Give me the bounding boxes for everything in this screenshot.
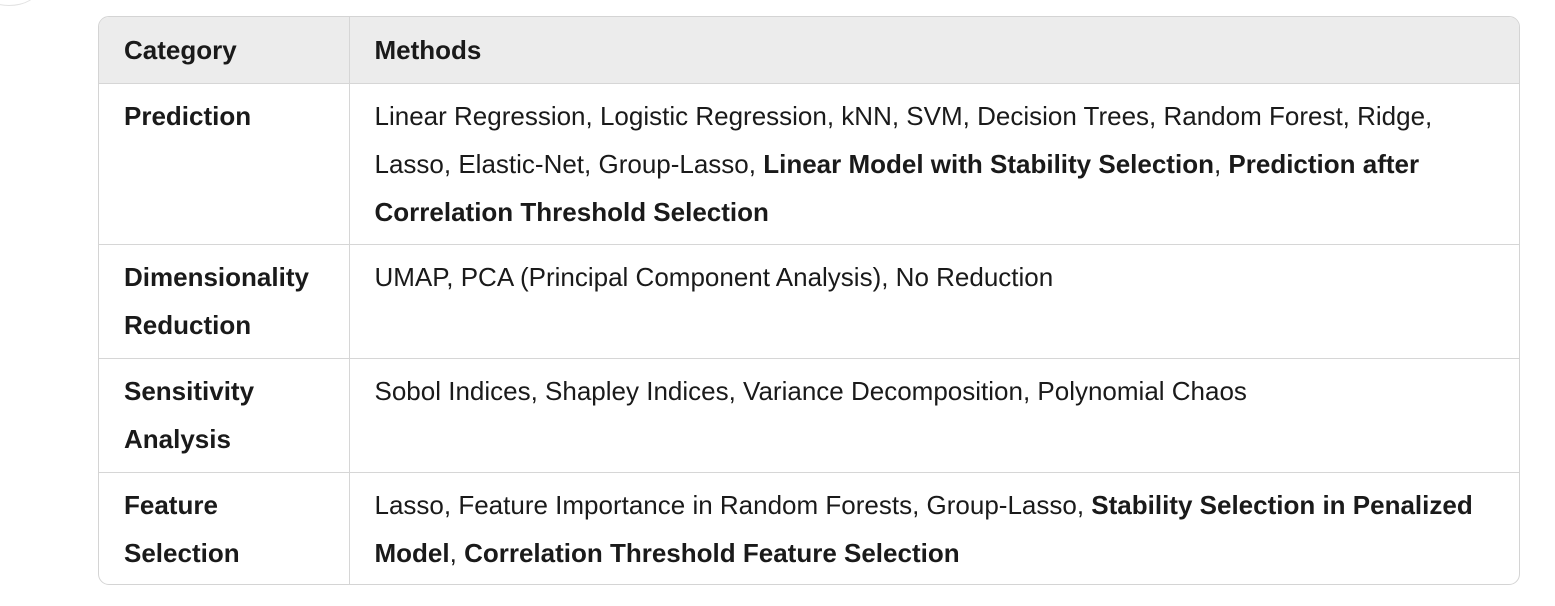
table-header-row: Category Methods (99, 17, 1519, 84)
methods-cell: UMAP, PCA (Principal Component Analysis)… (348, 244, 1519, 359)
method-text-bold: Linear Model with Stability Selection (763, 149, 1214, 179)
methods-table-container: Category Methods Prediction Linear Regre… (98, 16, 1520, 585)
method-text: Sobol Indices, Shapley Indices, Variance… (374, 376, 1247, 406)
decorative-arc (0, 0, 38, 6)
header-methods: Methods (348, 17, 1519, 84)
method-text: Linear Regression, Logistic Regression, … (374, 101, 1433, 179)
methods-cell: Sobol Indices, Shapley Indices, Variance… (348, 358, 1519, 473)
table-row: Dimensionality Reduction UMAP, PCA (Prin… (99, 244, 1519, 359)
table-row: Prediction Linear Regression, Logistic R… (99, 83, 1519, 245)
category-cell: Prediction (99, 83, 349, 245)
category-cell: Feature Selection (124, 490, 240, 568)
methods-table: Category Methods Prediction Linear Regre… (99, 17, 1519, 584)
method-text-bold: Correlation Threshold Feature Selection (464, 538, 960, 568)
method-text-bold: Prediction after Correlation Threshold S… (374, 149, 1420, 227)
method-text: Lasso, Feature Importance in Random Fore… (374, 490, 1092, 520)
method-text-bold: Stability Selection in Penalized Model (374, 490, 1473, 568)
method-text: UMAP, PCA (Principal Component Analysis)… (374, 262, 1054, 292)
methods-cell: Lasso, Feature Importance in Random Fore… (348, 472, 1519, 584)
methods-cell: Linear Regression, Logistic Regression, … (348, 83, 1519, 245)
category-cell: Sensitivity Analysis (99, 358, 349, 473)
header-category: Category (99, 17, 349, 84)
category-cell: Dimensionality Reduction (99, 244, 349, 359)
table-row: Sensitivity Analysis Sobol Indices, Shap… (99, 358, 1519, 473)
table-row: Feature Selection Lasso, Feature Importa… (99, 472, 1519, 584)
method-separator: , (1213, 149, 1229, 179)
method-separator: , (449, 538, 465, 568)
